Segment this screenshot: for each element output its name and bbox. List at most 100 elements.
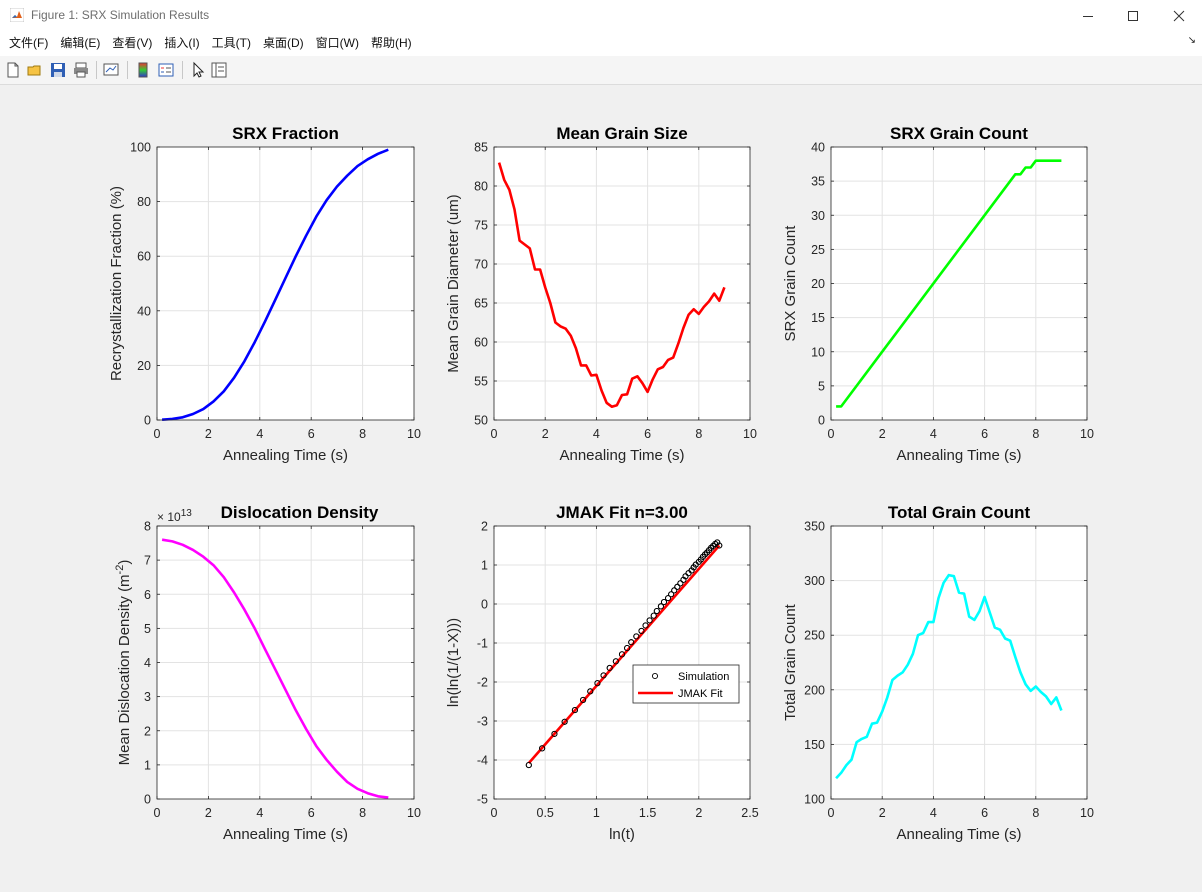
x-axis-label: Annealing Time (s): [223, 447, 348, 464]
x-tick-label: 0: [154, 806, 161, 820]
menu-item-6[interactable]: 窗口(W): [315, 36, 359, 50]
series-line: [497, 162, 726, 409]
maximize-icon: [1128, 10, 1138, 21]
y-tick-label: 85: [474, 141, 488, 155]
x-tick-label: 1: [593, 806, 600, 820]
data-point: [714, 539, 721, 546]
axes-box: [156, 146, 415, 421]
legend-label-simulation: Simulation: [678, 671, 729, 683]
series-line: [527, 544, 721, 764]
data-point: [628, 639, 635, 646]
menu-item-0[interactable]: 文件(F): [9, 36, 49, 50]
data-point: [708, 544, 715, 551]
x-axis-label: Annealing Time (s): [896, 447, 1021, 464]
x-tick-label: 10: [407, 427, 421, 441]
chart-4: 0 0.5 1 1.5 2 2.5 -5 -4 -3 -2 -1 0 1 2 JMAK Fit n=3.00…: [445, 503, 759, 843]
x-tick-label: 4: [593, 427, 600, 441]
edit-plot-icon[interactable]: [189, 61, 207, 79]
y-tick-label: 40: [811, 141, 825, 155]
data-point: [539, 745, 546, 752]
y-tick-label: 5: [144, 622, 151, 636]
x-tick-label: 6: [308, 427, 315, 441]
menu-item-1[interactable]: 编辑(E): [60, 36, 101, 50]
y-tick-label: 300: [804, 574, 825, 588]
y-tick-label: 60: [137, 250, 151, 264]
x-axis-label: ln(t): [609, 826, 635, 843]
x-tick-label: 0: [491, 806, 498, 820]
x-tick-label: 8: [359, 427, 366, 441]
open-file-icon[interactable]: [26, 61, 44, 79]
data-point: [525, 762, 532, 769]
data-point: [701, 551, 708, 558]
x-axis-label: Annealing Time (s): [223, 826, 348, 843]
menu-item-3[interactable]: 插入(I): [164, 36, 200, 50]
y-tick-label: 150: [804, 738, 825, 752]
series-line: [835, 573, 1063, 780]
menu-item-7[interactable]: 帮助(H): [370, 36, 412, 50]
y-tick-label: 7: [144, 554, 151, 568]
series-line: [161, 538, 389, 799]
legend-box[interactable]: [632, 664, 740, 704]
y-tick-label: 20: [811, 277, 825, 291]
save-icon[interactable]: [49, 61, 67, 79]
menu-item-5[interactable]: 桌面(D): [262, 36, 304, 50]
x-tick-label: 2: [695, 806, 702, 820]
x-tick-label: 10: [1080, 806, 1094, 820]
new-figure-icon[interactable]: [4, 61, 22, 79]
minimize-button[interactable]: [1065, 0, 1111, 31]
y-tick-label: 1: [481, 559, 488, 573]
y-tick-label: 2: [481, 520, 488, 534]
data-point: [580, 696, 587, 703]
x-tick-label: 10: [743, 427, 757, 441]
x-tick-label: 1.5: [639, 806, 656, 820]
y-tick-label: 0: [481, 598, 488, 612]
y-tick-label: 350: [804, 520, 825, 534]
y-tick-label: 35: [811, 175, 825, 189]
maximize-button[interactable]: [1110, 0, 1156, 31]
chart-1: 0 2 4 6 8 10 50 55 60 65 70 75 80 85 Mean Grain Size An…: [445, 124, 757, 464]
data-point: [716, 542, 723, 549]
menu-overflow-arrow-icon[interactable]: ↘: [1187, 35, 1196, 46]
y-tick-label: 1: [144, 758, 151, 772]
data-point: [561, 718, 568, 725]
insert-legend-icon[interactable]: [157, 61, 175, 79]
series-line: [161, 148, 389, 421]
y-tick-label: 80: [474, 180, 488, 194]
y-tick-label: 50: [474, 414, 488, 428]
data-point: [612, 658, 619, 665]
data-point: [587, 688, 594, 695]
chart-title: JMAK Fit n=3.00: [556, 503, 688, 522]
insert-colorbar-icon[interactable]: [134, 61, 152, 79]
close-button[interactable]: [1156, 0, 1202, 31]
menu-item-2[interactable]: 查看(V): [112, 36, 153, 50]
toolbar-separator: [127, 61, 128, 79]
toolbar-separator: [96, 61, 97, 79]
x-tick-label: 6: [308, 806, 315, 820]
data-point: [606, 664, 613, 672]
print-icon[interactable]: [72, 61, 90, 79]
link-plot-icon[interactable]: [102, 61, 120, 79]
y-tick-label: 80: [137, 195, 151, 209]
minimize-icon: [1083, 15, 1093, 17]
x-tick-label: 10: [1080, 427, 1094, 441]
x-tick-label: 0: [491, 427, 498, 441]
y-axis-label: SRX Grain Count: [782, 225, 799, 342]
x-axis-label: Annealing Time (s): [559, 447, 684, 464]
chart-5: 0 2 4 6 8 10 100 150 200 250 300 350 Total Grain Cou…: [782, 503, 1094, 843]
y-tick-label: 5: [818, 379, 825, 393]
data-point: [710, 542, 717, 549]
menu-item-4[interactable]: 工具(T): [211, 36, 251, 50]
property-inspector-icon[interactable]: [210, 61, 228, 79]
axis-exponent-label: × 1013: [157, 508, 192, 524]
y-tick-label: 75: [474, 219, 488, 233]
y-tick-label: 25: [811, 243, 825, 257]
x-tick-label: 4: [256, 806, 263, 820]
y-tick-label: 2: [144, 724, 151, 738]
y-tick-label: 100: [804, 793, 825, 807]
data-point: [646, 617, 653, 624]
y-tick-label: 60: [474, 336, 488, 350]
close-icon: [1173, 10, 1185, 21]
y-tick-label: -5: [477, 793, 488, 807]
x-tick-label: 6: [644, 427, 651, 441]
y-tick-label: -3: [477, 715, 488, 729]
